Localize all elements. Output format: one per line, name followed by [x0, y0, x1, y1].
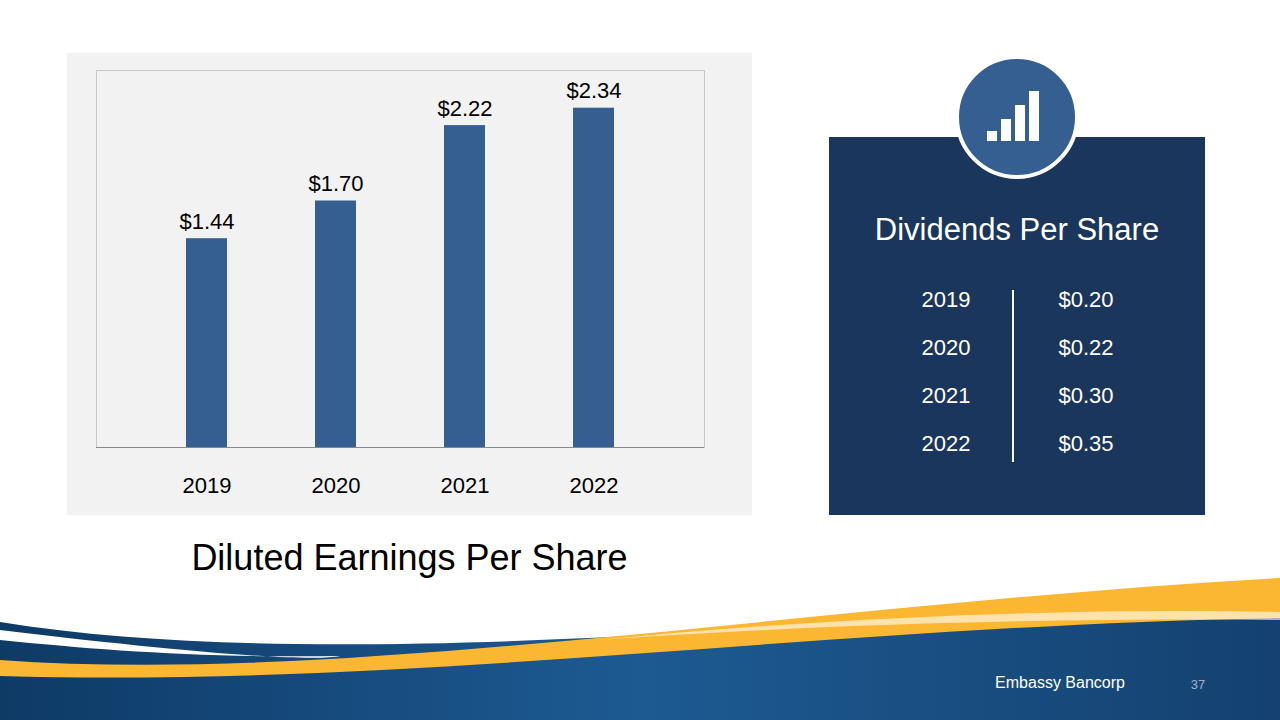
svg-text:2019: 2019 — [183, 473, 232, 498]
svg-text:$1.70: $1.70 — [308, 171, 363, 196]
html-text:$0.35: $0.35 — [1058, 431, 1114, 456]
svg-text:2021: 2021 — [441, 473, 490, 498]
svg-text:$2.34: $2.34 — [566, 78, 621, 103]
html-text:Dividends Per Share: Dividends Per Share — [874, 212, 1160, 247]
html-text:37: 37 — [1190, 677, 1206, 692]
html-text:2022: 2022 — [921, 431, 971, 456]
html-text:Diluted Earnings Per Share: Diluted Earnings Per Share — [191, 537, 628, 578]
svg-text:2020: 2020 — [312, 473, 361, 498]
html-text:2021: 2021 — [921, 383, 971, 408]
svg-text:2022: 2022 — [570, 473, 619, 498]
html-text:$0.22: $0.22 — [1058, 335, 1114, 360]
html-text:2019: 2019 — [921, 287, 971, 312]
html-text:Embassy Bancorp: Embassy Bancorp — [995, 674, 1125, 691]
html-text:$0.30: $0.30 — [1058, 383, 1114, 408]
svg-text:$2.22: $2.22 — [437, 96, 492, 121]
svg-text:$1.44: $1.44 — [179, 209, 234, 234]
html-text:$0.20: $0.20 — [1058, 287, 1114, 312]
html-text:2020: 2020 — [921, 335, 971, 360]
